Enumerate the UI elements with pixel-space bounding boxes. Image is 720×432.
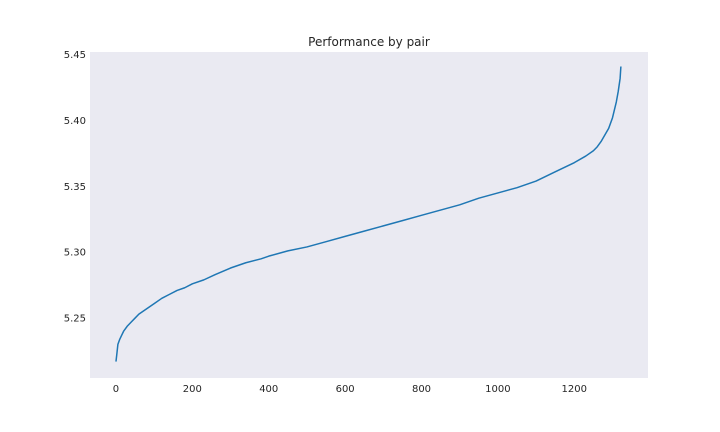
- y-tick-label: 5.35: [64, 182, 86, 193]
- x-axis: 0 200 400 600 800 1000 1200: [113, 384, 587, 395]
- x-tick-label: 600: [336, 384, 355, 395]
- y-tick-label: 5.45: [64, 50, 86, 61]
- plot-area: [90, 52, 648, 378]
- series-line-0: [115, 66, 622, 362]
- y-tick-label: 5.25: [64, 314, 86, 325]
- x-tick-label: 1000: [485, 384, 510, 395]
- x-tick-label: 400: [259, 384, 278, 395]
- x-tick-label: 0: [113, 384, 119, 395]
- series-layer: [115, 66, 622, 362]
- x-tick-label: 800: [412, 384, 431, 395]
- x-tick-label: 1200: [562, 384, 587, 395]
- y-tick-label: 5.30: [64, 248, 86, 259]
- y-axis: 5.25 5.30 5.35 5.40 5.45: [64, 50, 86, 324]
- x-tick-label: 200: [183, 384, 202, 395]
- y-tick-label: 5.40: [64, 116, 86, 127]
- chart-title: Performance by pair: [308, 35, 430, 49]
